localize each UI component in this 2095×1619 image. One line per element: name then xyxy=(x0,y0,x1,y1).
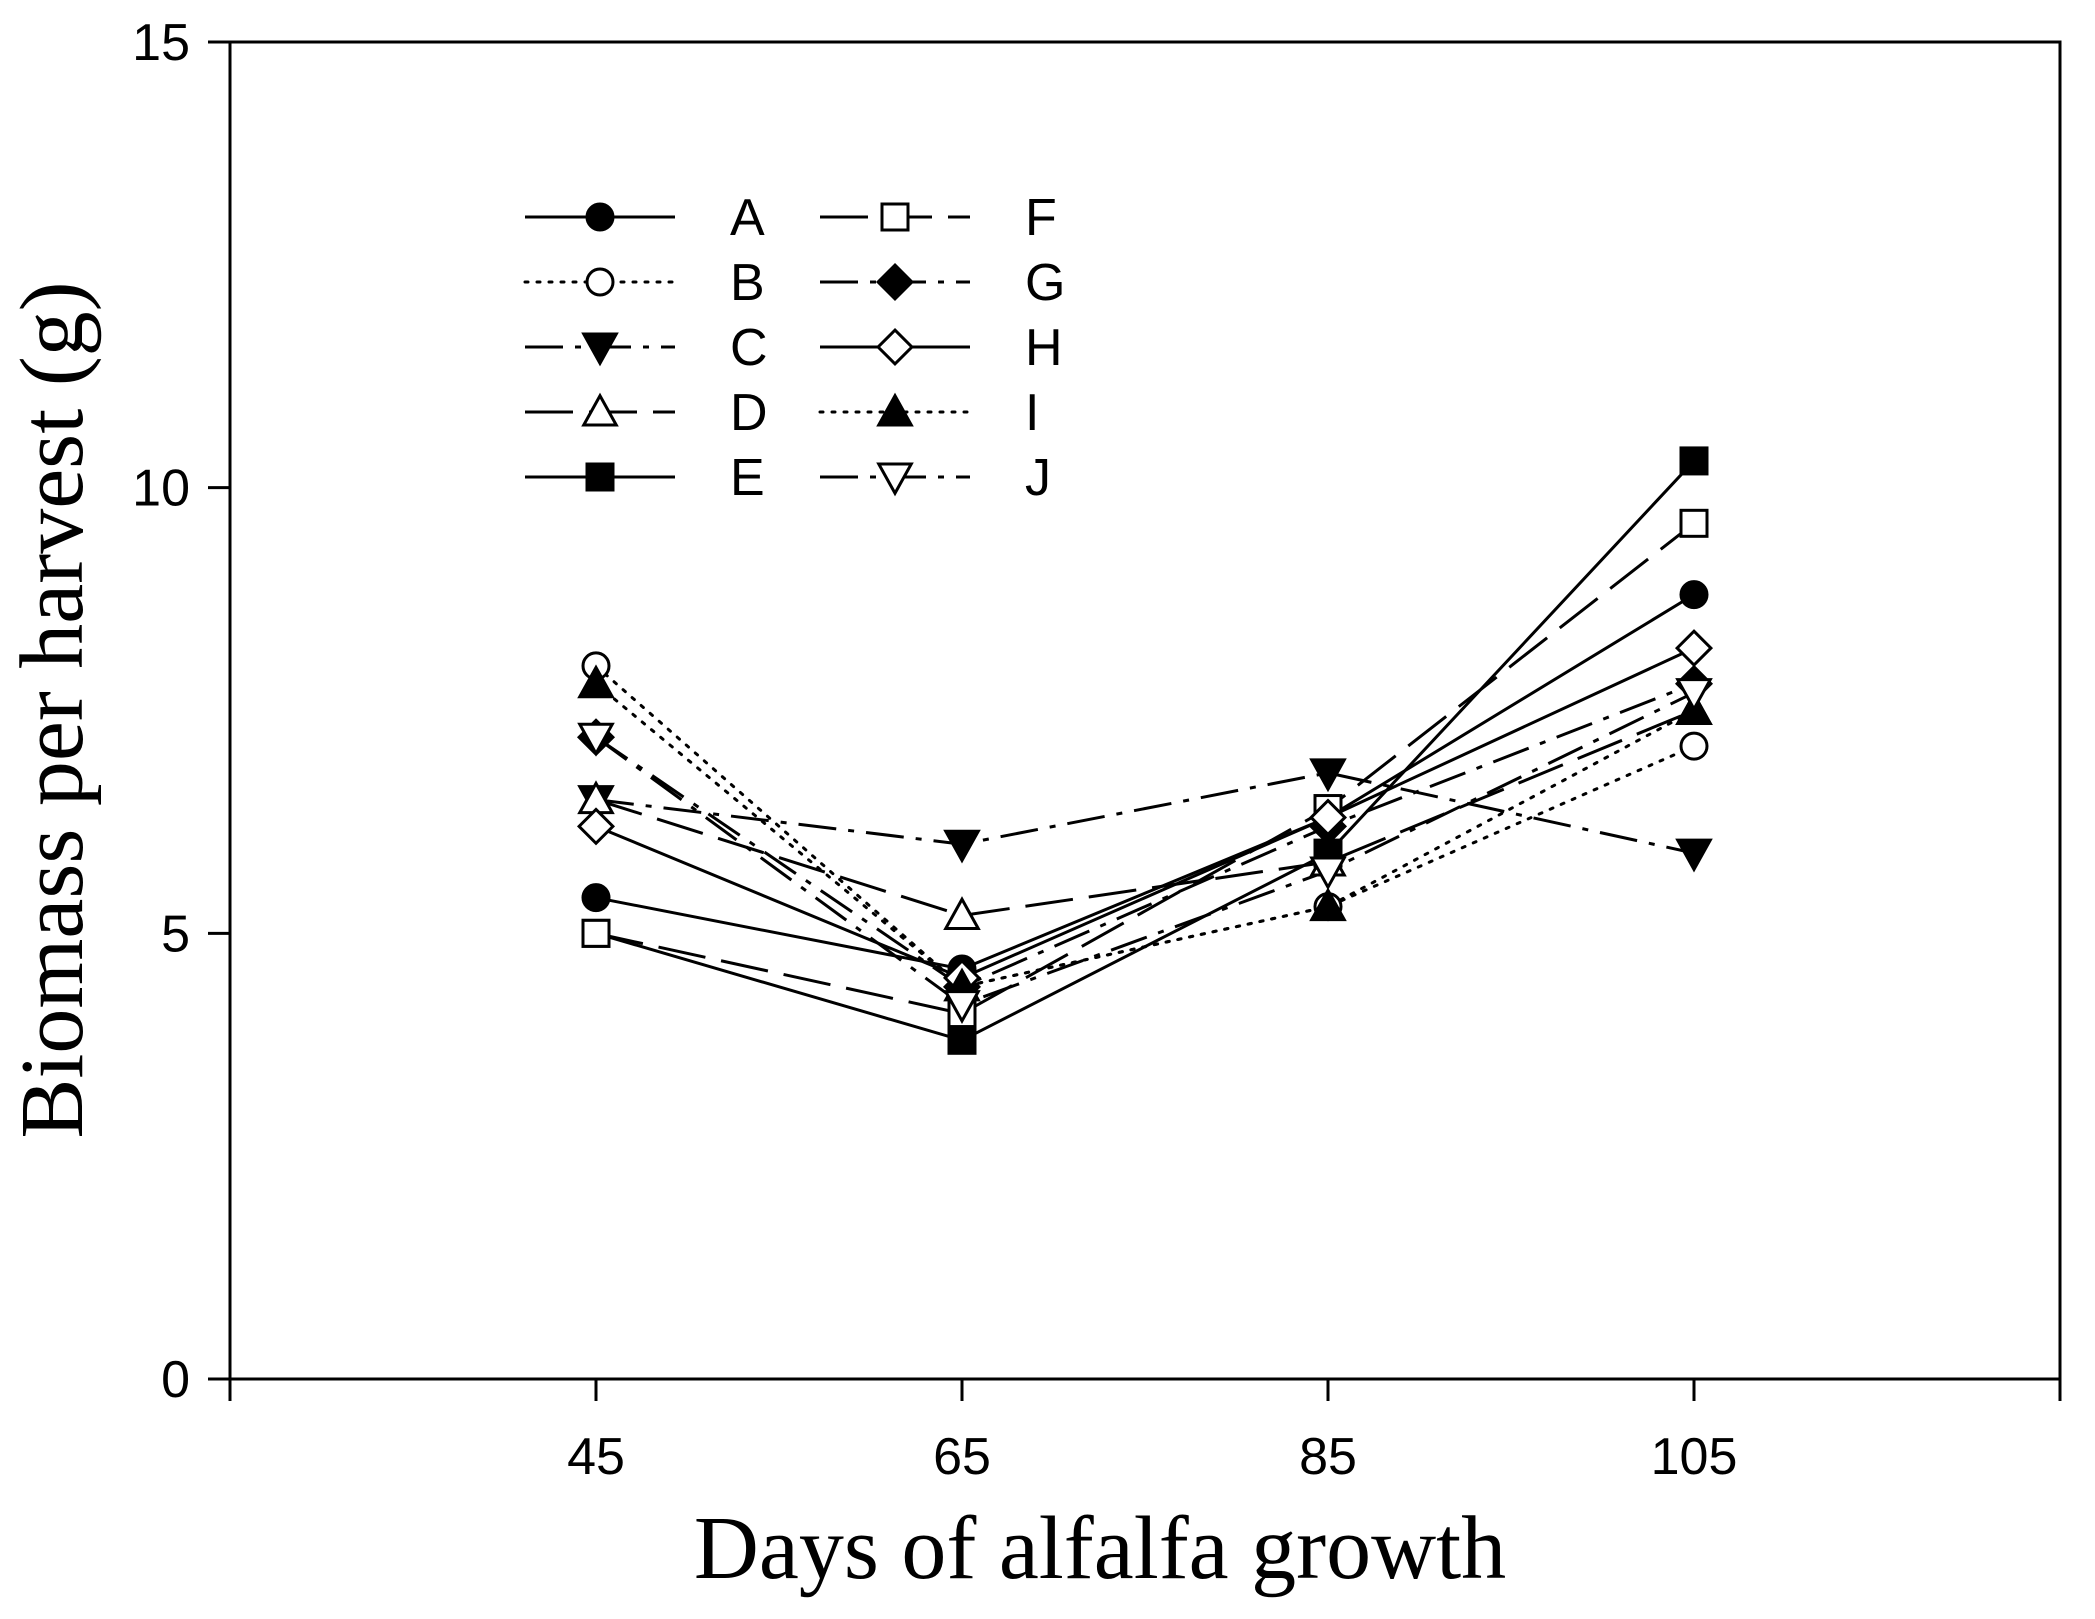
data-point-D xyxy=(943,896,981,931)
data-point-A xyxy=(581,883,611,913)
legend-item-G: G xyxy=(820,254,1065,312)
legend-marker xyxy=(585,267,615,297)
series-line-C xyxy=(595,771,1695,855)
legend-label: F xyxy=(1025,189,1057,247)
x-axis-title: Days of alfalfa growth xyxy=(694,1499,1506,1598)
data-point-C xyxy=(1675,838,1713,873)
data-point-E xyxy=(947,1025,977,1055)
x-axis: 45 65 85 105 xyxy=(228,1379,2062,1486)
data-point-I xyxy=(1309,887,1347,922)
legend-label: E xyxy=(730,449,765,507)
x-tick-label: 85 xyxy=(1299,1428,1357,1486)
data-point-J xyxy=(577,722,615,757)
series-line-A xyxy=(595,593,1695,971)
data-point-H xyxy=(576,807,616,846)
data-point-A xyxy=(1679,580,1709,610)
legend-item-I: I xyxy=(818,384,1039,442)
legend-label: A xyxy=(730,189,765,247)
legend-label: G xyxy=(1025,254,1065,312)
data-point-F xyxy=(581,918,611,948)
plot-frame xyxy=(228,40,2062,1381)
legend-item-J: J xyxy=(820,449,1051,507)
legend-item-F: F xyxy=(820,189,1057,247)
series-line-E xyxy=(595,459,1696,1042)
legend-marker xyxy=(875,262,915,302)
data-point-H xyxy=(1674,629,1714,668)
legend-marker xyxy=(875,327,915,367)
data-point-C xyxy=(943,829,981,864)
legend-item-D: D xyxy=(525,384,768,442)
legend-marker xyxy=(880,202,910,232)
legend-item-E: E xyxy=(525,449,765,507)
data-point-F xyxy=(1679,508,1709,538)
series-lines xyxy=(594,459,1696,1042)
series-line-J xyxy=(595,691,1695,1007)
series-line-I xyxy=(594,682,1696,989)
y-tick-label: 15 xyxy=(132,14,190,72)
legend-marker xyxy=(585,462,615,492)
legend-label: C xyxy=(730,319,768,377)
x-tick-label: 105 xyxy=(1651,1428,1738,1486)
data-point-J xyxy=(1675,678,1713,713)
y-tick-label: 10 xyxy=(132,460,190,518)
legend-label: D xyxy=(730,384,768,442)
y-tick-label: 0 xyxy=(161,1351,190,1409)
legend-marker xyxy=(581,392,619,427)
series-line-H xyxy=(595,646,1695,980)
legend-marker xyxy=(876,462,914,497)
legend-label: B xyxy=(730,254,765,312)
legend-marker xyxy=(585,202,615,232)
y-axis-title: Biomass per harvest (g) xyxy=(3,281,102,1138)
data-point-J xyxy=(1309,856,1347,891)
x-tick-label: 45 xyxy=(567,1428,625,1486)
y-tick-label: 5 xyxy=(161,905,190,963)
legend-marker xyxy=(581,332,619,367)
data-point-E xyxy=(1679,446,1709,476)
data-point-C xyxy=(1309,758,1347,793)
data-point-I xyxy=(577,664,615,699)
legend-label: J xyxy=(1025,449,1051,507)
legend-item-C: C xyxy=(525,319,768,377)
legend-label: H xyxy=(1025,319,1063,377)
legend-item-H: H xyxy=(820,319,1063,377)
series-markers xyxy=(576,446,1714,1055)
data-point-B xyxy=(1679,731,1709,761)
series-line-F xyxy=(595,522,1695,1016)
data-point-J xyxy=(943,990,981,1024)
legend-item-A: A xyxy=(525,189,765,247)
series-line-G xyxy=(595,682,1695,989)
x-tick-label: 65 xyxy=(933,1428,991,1486)
y-axis: 0 5 10 15 xyxy=(132,14,230,1409)
legend-marker xyxy=(876,392,914,427)
legend-item-B: B xyxy=(523,254,765,312)
legend-label: I xyxy=(1025,384,1039,442)
series-line-D xyxy=(595,709,1695,918)
data-point-H xyxy=(1308,798,1348,837)
